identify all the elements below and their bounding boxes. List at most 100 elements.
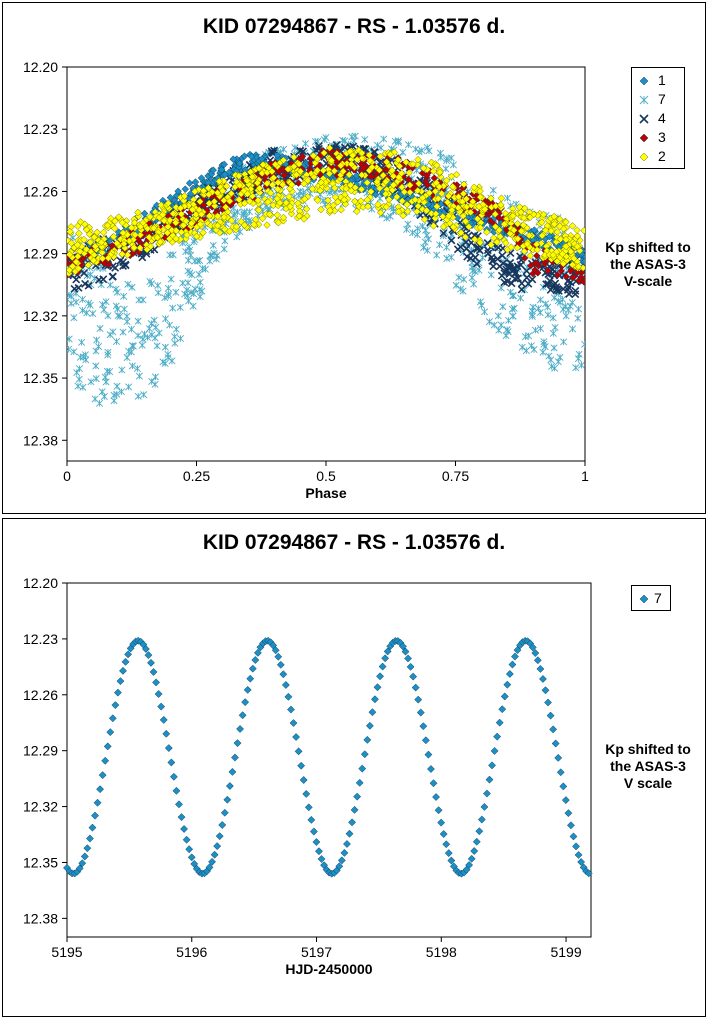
data-point xyxy=(152,323,160,331)
data-point xyxy=(466,254,475,263)
data-point xyxy=(73,369,81,377)
data-point xyxy=(456,243,465,251)
data-point xyxy=(113,239,121,248)
data-point xyxy=(340,196,349,204)
data-point xyxy=(544,303,552,311)
time-chart-panel: KID 07294867 - RS - 1.03576 d. 12.20 12.2… xyxy=(2,518,706,1017)
y-tick-label: 12.20 xyxy=(23,575,58,591)
data-point xyxy=(96,324,104,332)
data-point xyxy=(517,227,526,235)
data-point xyxy=(320,149,328,157)
data-point xyxy=(301,195,309,203)
data-point xyxy=(279,670,288,679)
data-point xyxy=(420,198,428,206)
data-point xyxy=(250,220,258,229)
data-point xyxy=(525,332,533,340)
data-point xyxy=(271,646,280,655)
data-point xyxy=(161,359,169,367)
data-point xyxy=(96,785,105,794)
data-point xyxy=(273,185,282,193)
data-point xyxy=(498,705,507,714)
data-point xyxy=(365,721,374,730)
data-point xyxy=(544,311,552,319)
data-point xyxy=(89,310,97,318)
data-point xyxy=(297,761,306,770)
data-point xyxy=(454,192,463,201)
data-point xyxy=(217,166,226,174)
legend-label: 4 xyxy=(658,110,666,126)
data-point xyxy=(495,262,504,271)
data-point xyxy=(238,711,247,720)
data-point xyxy=(555,215,564,224)
data-point xyxy=(184,256,192,264)
data-point xyxy=(580,278,585,286)
data-point xyxy=(210,850,219,859)
data-point xyxy=(208,857,217,866)
data-point xyxy=(67,335,73,343)
data-point xyxy=(194,257,202,265)
data-point xyxy=(103,367,111,375)
data-point xyxy=(516,261,525,269)
data-point xyxy=(100,306,108,314)
data-point xyxy=(223,795,232,804)
data-point xyxy=(488,761,496,770)
data-point xyxy=(171,218,180,227)
y-tick-label: 12.32 xyxy=(23,308,58,324)
y-tick-label: 12.26 xyxy=(23,183,58,199)
data-point xyxy=(287,209,296,218)
data-point xyxy=(335,862,344,871)
data-point xyxy=(256,189,264,197)
data-point xyxy=(188,205,197,214)
data-point xyxy=(273,195,281,203)
data-point xyxy=(505,670,514,678)
data-point xyxy=(274,652,283,661)
data-point xyxy=(460,180,468,189)
data-point xyxy=(67,237,72,245)
data-point xyxy=(443,157,451,165)
data-point xyxy=(541,226,550,235)
data-point xyxy=(245,216,253,224)
data-point xyxy=(527,342,535,350)
data-point xyxy=(345,829,354,838)
data-point xyxy=(395,162,404,170)
data-point xyxy=(416,708,425,717)
data-point xyxy=(460,275,468,283)
data-point xyxy=(98,771,107,780)
data-point xyxy=(317,855,326,863)
data-point xyxy=(477,815,486,824)
data-point xyxy=(119,229,127,237)
data-point xyxy=(573,232,582,240)
data-point xyxy=(533,656,542,665)
data-point xyxy=(405,141,413,149)
data-point xyxy=(116,235,125,243)
data-point xyxy=(300,215,308,223)
data-point xyxy=(315,847,323,856)
data-point xyxy=(447,856,456,865)
data-point xyxy=(117,388,126,396)
data-point xyxy=(317,205,325,214)
data-point xyxy=(399,148,407,156)
data-point xyxy=(572,842,580,851)
data-point xyxy=(108,272,117,281)
data-point xyxy=(240,199,249,207)
data-point xyxy=(554,753,563,762)
data-point xyxy=(327,156,336,165)
data-point xyxy=(549,251,557,259)
data-point xyxy=(551,323,559,331)
data-point xyxy=(113,382,121,390)
data-point xyxy=(562,312,570,320)
data-point xyxy=(382,178,390,186)
data-point xyxy=(406,181,414,189)
data-point xyxy=(205,212,214,220)
data-point xyxy=(123,312,131,320)
data-point xyxy=(85,834,94,843)
data-point xyxy=(471,235,479,244)
data-point xyxy=(475,266,483,274)
data-point xyxy=(195,270,203,278)
data-point xyxy=(151,334,159,342)
data-point xyxy=(544,266,552,275)
data-point xyxy=(554,358,562,366)
data-point xyxy=(540,338,548,346)
data-point xyxy=(237,217,245,226)
data-point xyxy=(498,251,507,260)
